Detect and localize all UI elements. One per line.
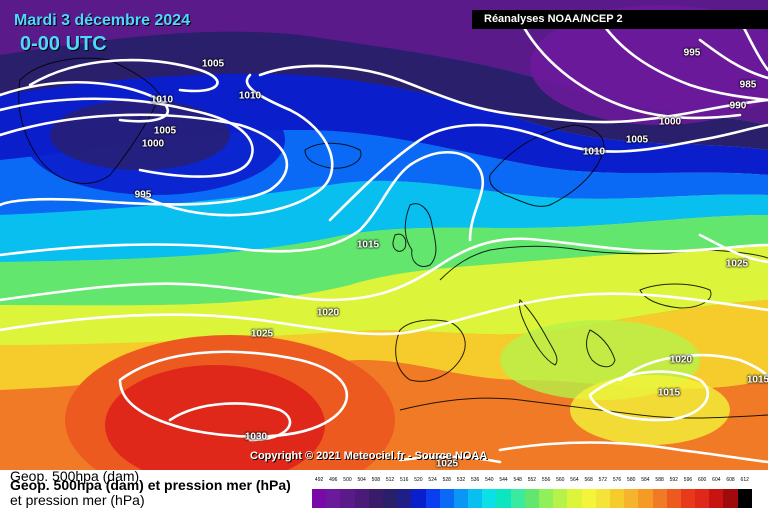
- scale-value: 572: [598, 477, 608, 483]
- scale-swatch: [709, 489, 724, 508]
- scale-value: 584: [641, 477, 650, 483]
- scale-swatch: [340, 489, 355, 508]
- scale-swatch: [510, 489, 525, 508]
- scale-swatch: [695, 489, 710, 508]
- scale-swatch: [539, 489, 554, 508]
- scale-value: 548: [513, 477, 522, 483]
- isobar-label: 1030: [244, 431, 268, 443]
- scale-value: 512: [385, 477, 395, 483]
- scale-swatch: [397, 489, 412, 508]
- isobar-label: 1020: [669, 354, 693, 366]
- scale-swatch: [666, 489, 681, 508]
- scale-value: 508: [371, 477, 381, 483]
- scale-value: 540: [485, 477, 494, 483]
- scale-value: 568: [584, 477, 593, 483]
- scale-swatch: [354, 489, 369, 508]
- scale-swatch: [553, 489, 568, 508]
- legend-title-geop: Geop. 500hpa (dam): [10, 468, 140, 484]
- legend-title-full: Geop. 500hpa (dam) et pression mer (hPa): [10, 477, 291, 493]
- scale-value: 496: [329, 477, 338, 483]
- scale-value: 600: [697, 477, 707, 483]
- legend-title-pressure: et pression mer (hPa): [10, 492, 145, 508]
- scale-value: 500: [343, 477, 352, 483]
- scale-swatch: [609, 489, 625, 508]
- scale-swatch: [567, 489, 582, 508]
- scale-swatch: [368, 489, 383, 508]
- isobar-label: 1025: [725, 258, 749, 270]
- scale-value: 608: [726, 477, 735, 483]
- scale-swatch: [326, 489, 341, 508]
- map-time: 0-00 UTC: [20, 33, 107, 55]
- scale-value: 576: [612, 477, 622, 483]
- isobar-label: 1000: [658, 116, 682, 128]
- isobar-label: 1025: [435, 458, 459, 470]
- color-scale-bar: [312, 489, 752, 508]
- map-date: Mardi 3 décembre 2024: [14, 12, 191, 29]
- scale-swatch: [624, 489, 639, 508]
- scale-swatch: [312, 489, 327, 508]
- isobar-label: 985: [739, 79, 757, 91]
- scale-swatch: [723, 489, 738, 508]
- isobar-label: 1015: [746, 374, 768, 386]
- scale-swatch: [468, 489, 483, 508]
- isobar-label: 1010: [150, 94, 174, 106]
- scale-swatch: [652, 489, 667, 508]
- isobar-label: 1000: [141, 138, 165, 150]
- isobar-label: 1010: [582, 146, 606, 158]
- isobar-label: 990: [729, 100, 747, 112]
- isobar-label: 1015: [657, 387, 681, 399]
- scale-value: 588: [655, 477, 664, 483]
- isobar-label: 995: [134, 189, 152, 201]
- isobar-label: 1005: [201, 58, 225, 70]
- data-source-label: Réanalyses NOAA/NCEP 2: [472, 10, 768, 29]
- scale-value: 596: [683, 477, 693, 483]
- scale-value: 532: [456, 477, 466, 483]
- isobar-label: 1010: [238, 90, 262, 102]
- color-scale-labels: 492 496 500 504 508 512 516 520 524 528 532 536 540 5…: [312, 477, 752, 485]
- scale-swatch: [680, 489, 696, 508]
- isobar-label: 1005: [153, 125, 177, 137]
- scale-value: 528: [442, 477, 451, 483]
- scale-value: 560: [556, 477, 565, 483]
- isobar-label: 1025: [250, 328, 274, 340]
- scale-value: 604: [712, 477, 721, 483]
- scale-swatch: [411, 489, 426, 508]
- scale-swatch: [638, 489, 653, 508]
- scale-value: 544: [499, 477, 508, 483]
- scale-value: 552: [527, 477, 537, 483]
- scale-swatch: [425, 489, 440, 508]
- scale-swatch: [581, 489, 596, 508]
- scale-value: 504: [357, 477, 366, 483]
- scale-swatch: [595, 489, 610, 508]
- scale-swatch: [453, 489, 469, 508]
- scale-swatch: [382, 489, 398, 508]
- scale-swatch: [439, 489, 454, 508]
- isobar-label: 1020: [316, 307, 340, 319]
- scale-value: 536: [470, 477, 480, 483]
- isobar-label: 1015: [356, 239, 380, 251]
- geopotential-map: [0, 0, 768, 470]
- scale-value: 612: [740, 477, 749, 483]
- scale-swatch: [737, 489, 752, 508]
- isobar-label: 1005: [625, 134, 649, 146]
- scale-value: 592: [669, 477, 678, 483]
- copyright-notice: Copyright © 2021 Meteociel.fr - Source N…: [250, 450, 488, 462]
- isobar-label: 995: [683, 47, 701, 59]
- scale-value: 516: [400, 477, 409, 483]
- scale-value: 524: [428, 477, 437, 483]
- scale-value: 580: [627, 477, 636, 483]
- scale-value: 492: [314, 477, 324, 483]
- scale-value: 520: [414, 477, 423, 483]
- scale-swatch: [496, 489, 511, 508]
- scale-value: 564: [570, 477, 579, 483]
- scale-value: 556: [541, 477, 551, 483]
- scale-swatch: [524, 489, 539, 508]
- scale-swatch: [482, 489, 497, 508]
